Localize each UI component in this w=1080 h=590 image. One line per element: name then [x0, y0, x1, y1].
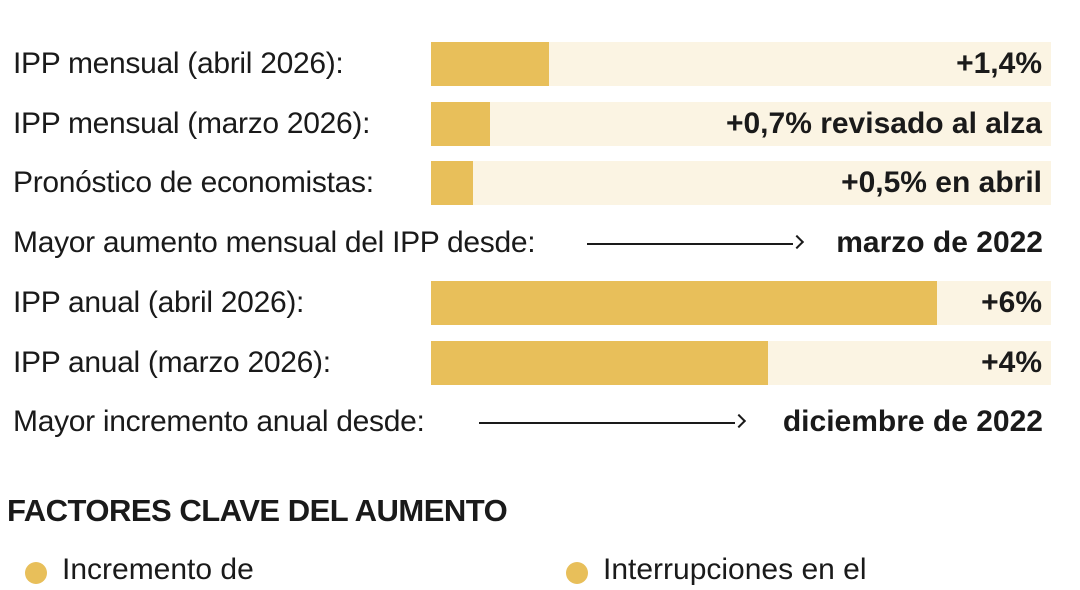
- bar-row-anual-marzo: IPP anual (marzo 2026): +4%: [0, 341, 1080, 385]
- bar-track: +6%: [431, 281, 1051, 325]
- arrow-right-icon: [587, 221, 805, 265]
- bullet-dot-icon: [566, 562, 588, 584]
- bar: [431, 42, 550, 86]
- note-row-mensual: Mayor aumento mensual del IPP desde: mar…: [0, 221, 1080, 265]
- note-value: marzo de 2022: [836, 226, 1043, 259]
- bar-track: +0,5% en abril: [431, 161, 1051, 205]
- note-label: Mayor aumento mensual del IPP desde:: [13, 226, 536, 259]
- bar-label: IPP mensual (abril 2026):: [13, 47, 344, 80]
- bar-row-mensual-marzo: IPP mensual (marzo 2026): +0,7% revisado…: [0, 102, 1080, 146]
- arrow-right-icon: [479, 400, 747, 444]
- bar-value-label: +4%: [981, 346, 1042, 379]
- bar-track: +0,7% revisado al alza: [431, 102, 1051, 146]
- bullet-dot-icon: [25, 562, 47, 584]
- bar-value-label: +0,5% en abril: [841, 166, 1042, 199]
- bar-value-label: +0,7% revisado al alza: [725, 107, 1042, 140]
- bar: [431, 102, 490, 146]
- bar-value-label: +1,4%: [956, 47, 1042, 80]
- bar: [431, 161, 474, 205]
- factor-text: Incremento de: [62, 553, 254, 586]
- section-title: FACTORES CLAVE DEL AUMENTO: [7, 493, 508, 528]
- bar-label: Pronóstico de economistas:: [13, 166, 374, 199]
- bar-row-pronostico: Pronóstico de economistas: +0,5% en abri…: [0, 161, 1080, 205]
- bar-label: IPP anual (marzo 2026):: [13, 346, 331, 379]
- bar-value-label: +6%: [981, 286, 1042, 319]
- bar-row-mensual-abril: IPP mensual (abril 2026): +1,4%: [0, 42, 1080, 86]
- bar: [431, 281, 938, 325]
- note-value: diciembre de 2022: [782, 405, 1043, 438]
- note-label: Mayor incremento anual desde:: [13, 405, 425, 438]
- bar-track: +1,4%: [431, 42, 1051, 86]
- bar: [431, 341, 769, 385]
- bar-row-anual-abril: IPP anual (abril 2026): +6%: [0, 281, 1080, 325]
- note-row-anual: Mayor incremento anual desde: diciembre …: [0, 400, 1080, 444]
- bar-track: +4%: [431, 341, 1051, 385]
- bar-label: IPP anual (abril 2026):: [13, 286, 305, 319]
- bar-label: IPP mensual (marzo 2026):: [13, 107, 371, 140]
- factor-text: Interrupciones en el: [603, 553, 867, 586]
